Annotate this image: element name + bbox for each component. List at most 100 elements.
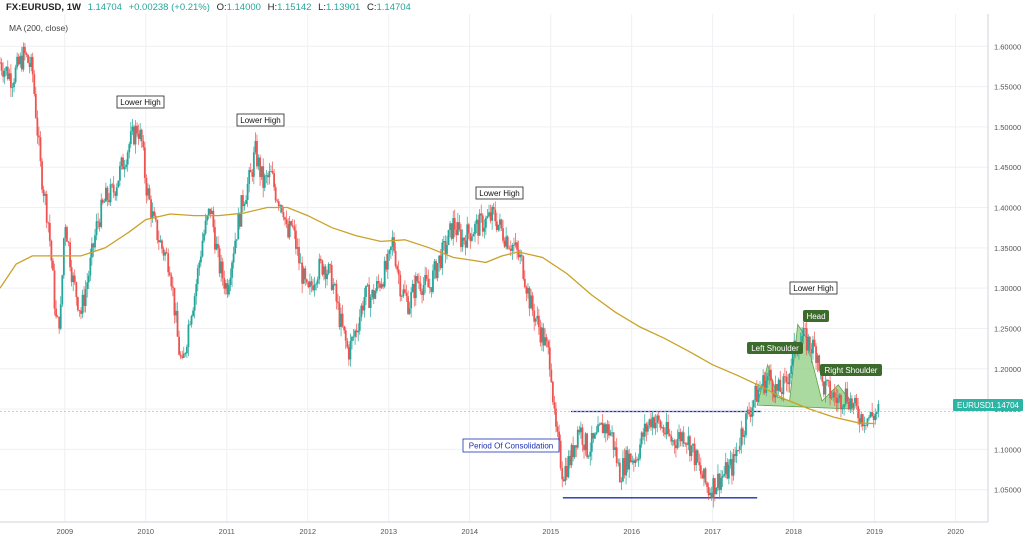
candle	[195, 279, 198, 305]
candle	[203, 229, 205, 243]
candle	[3, 67, 6, 85]
candle	[390, 246, 392, 259]
candle-body	[678, 432, 680, 440]
candle-body	[421, 291, 423, 296]
candle-body	[301, 262, 304, 284]
candle	[425, 267, 428, 282]
candle	[335, 279, 338, 310]
candle-body	[161, 240, 163, 249]
candle-body	[545, 337, 548, 342]
last-price: 1.14704	[88, 2, 122, 13]
candle	[53, 263, 56, 316]
candle-body	[472, 234, 475, 237]
candle-body	[464, 240, 467, 248]
candle-body	[304, 268, 307, 280]
candle	[433, 258, 436, 280]
candle	[361, 300, 364, 315]
candle	[698, 453, 701, 472]
candle-body	[438, 255, 441, 264]
candle-body	[656, 415, 659, 423]
candle-body	[547, 341, 550, 348]
candle	[659, 419, 662, 431]
candle	[450, 223, 453, 241]
candle-body	[368, 284, 370, 308]
candle-body	[309, 281, 311, 288]
candle-body	[305, 279, 308, 283]
candle	[551, 380, 554, 405]
candle	[544, 328, 546, 347]
candle-body	[285, 219, 288, 225]
candle-body	[72, 275, 75, 283]
candle-body	[788, 373, 791, 385]
candle	[475, 214, 478, 234]
candle-body	[38, 135, 40, 138]
candle-body	[307, 282, 310, 288]
candle	[170, 272, 173, 291]
candle	[22, 42, 25, 72]
candle-body	[871, 412, 874, 416]
candle-body	[185, 346, 188, 354]
candle-body	[76, 297, 79, 311]
candle	[545, 333, 548, 348]
candle-body	[296, 247, 299, 249]
candle	[640, 431, 643, 448]
candle-body	[52, 260, 54, 271]
candle-body	[125, 164, 128, 167]
candle-body	[256, 140, 258, 167]
candle-body	[371, 290, 374, 297]
candle-body	[98, 222, 101, 228]
candle-body	[539, 327, 542, 343]
candle-body	[126, 152, 129, 165]
candle-body	[0, 62, 1, 64]
candle	[329, 263, 332, 273]
candle-body	[17, 56, 20, 65]
candle-body	[829, 381, 831, 399]
candle	[259, 154, 261, 186]
candle	[94, 229, 96, 252]
candle-body	[404, 289, 406, 293]
candle-body	[598, 424, 601, 426]
candle-body	[682, 432, 685, 444]
candle	[312, 278, 314, 292]
candle-body	[707, 486, 710, 496]
candle-body	[105, 187, 107, 202]
candle-body	[430, 287, 433, 292]
candle	[405, 284, 408, 303]
candle	[721, 470, 724, 488]
candle-body	[61, 275, 64, 305]
candle-body	[59, 304, 62, 329]
candle	[201, 232, 204, 258]
candle-body	[192, 310, 195, 317]
candle	[279, 204, 282, 213]
candle-body	[181, 356, 184, 358]
candle	[332, 278, 335, 295]
candle-body	[777, 379, 780, 391]
candle	[210, 207, 213, 215]
candle-body	[533, 310, 536, 322]
candle-body	[522, 256, 525, 279]
candle	[503, 237, 506, 249]
candle	[162, 246, 165, 261]
candle	[251, 169, 254, 182]
candle-body	[827, 380, 830, 382]
candle-body	[363, 296, 366, 311]
candle	[28, 56, 31, 74]
candle	[122, 153, 124, 170]
indicator-label[interactable]: MA (200, close)	[9, 23, 68, 33]
x-tick-label: 2020	[947, 527, 964, 536]
candle	[444, 235, 447, 264]
candle	[349, 333, 352, 367]
candle-body	[189, 324, 191, 326]
candle-body	[153, 211, 156, 216]
candle	[114, 190, 117, 201]
candle-body	[298, 247, 300, 264]
candle-body	[541, 327, 543, 343]
candle	[464, 234, 467, 256]
candle	[185, 344, 188, 359]
candle-body	[474, 223, 476, 235]
candle-body	[446, 244, 448, 254]
candle	[159, 235, 162, 243]
